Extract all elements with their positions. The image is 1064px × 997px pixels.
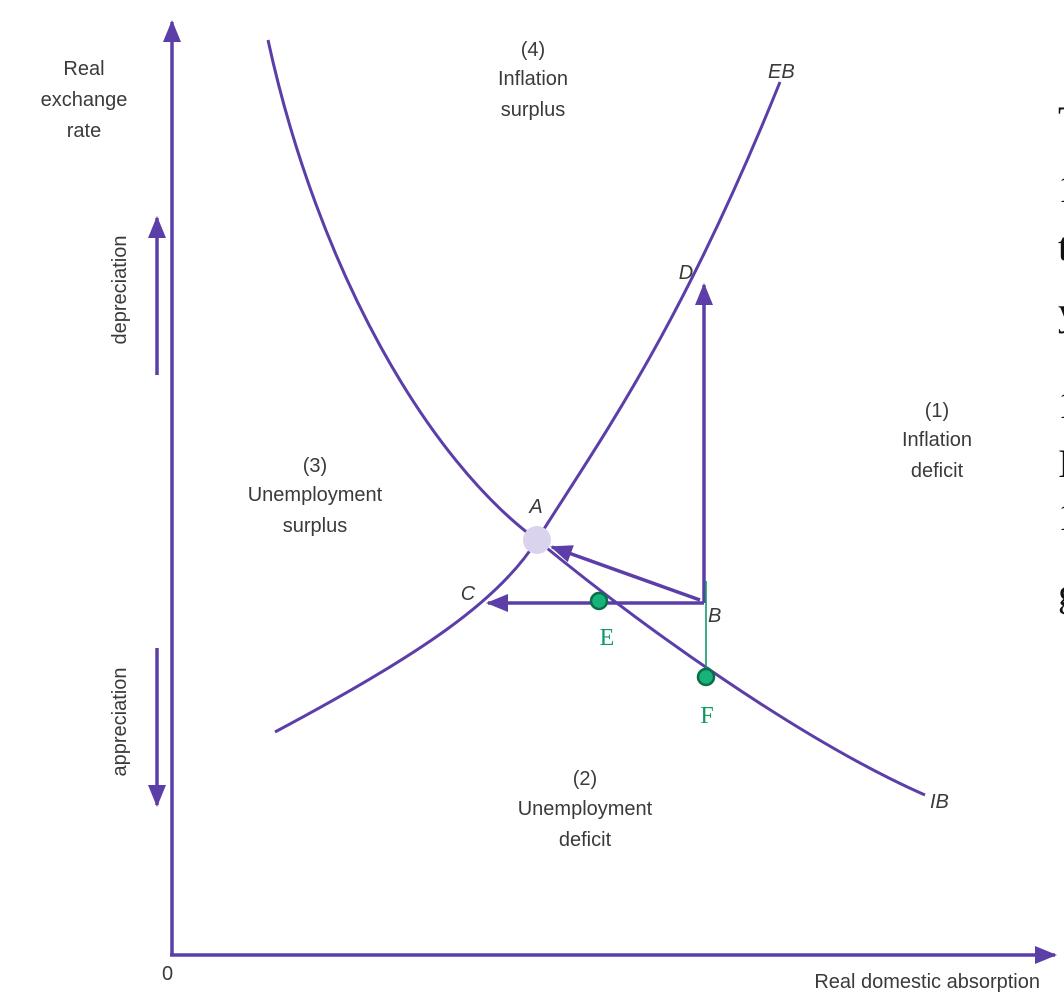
point-f-label: F [700, 703, 713, 729]
y-axis-label-line3: rate [67, 120, 101, 142]
region-2-number: (2) [573, 768, 597, 790]
arrow-b-to-a [550, 545, 701, 602]
region-1-number: (1) [925, 400, 949, 422]
edge-fragment-6: I [1058, 441, 1064, 486]
region-2-line1: Unemployment [518, 798, 653, 820]
x-axis-label: Real domestic absorption [814, 971, 1040, 993]
region-1-line1: Inflation [902, 429, 972, 451]
region-3-line1: Unemployment [248, 484, 383, 506]
y-axis-label-line1: Real [63, 58, 104, 80]
appreciation-label: appreciation [109, 668, 131, 777]
edge-fragment-8: g [1058, 570, 1064, 615]
point-a-label: A [528, 496, 542, 518]
eb-curve [274, 81, 782, 734]
region-4-number: (4) [521, 39, 545, 61]
edge-fragment-7: 1 [1058, 494, 1064, 539]
edge-fragment-5: 1 [1058, 382, 1064, 427]
edge-fragment-1: T [1058, 98, 1064, 143]
edge-fragment-4: y [1058, 289, 1064, 334]
ib-label: IB [930, 791, 949, 813]
region-4-line1: Inflation [498, 68, 568, 90]
region-3-line2: surplus [283, 515, 347, 537]
point-e-label: E [600, 625, 615, 651]
region-2-line2: deficit [559, 829, 612, 851]
eb-label: EB [768, 61, 795, 83]
origin-label: 0 [162, 963, 173, 985]
point-f-dot [696, 667, 716, 687]
edge-fragment-2: 1 [1058, 166, 1064, 211]
depreciation-label: depreciation [109, 236, 131, 345]
point-b-label: B [708, 605, 721, 627]
edge-fragment-3: t [1058, 224, 1064, 269]
point-d-label: D [679, 262, 693, 284]
region-4-line2: surplus [501, 99, 565, 121]
region-1-line2: deficit [911, 460, 964, 482]
y-axis-label-line2: exchange [41, 89, 128, 111]
point-e-dot [589, 591, 609, 611]
region-3-number: (3) [303, 455, 327, 477]
point-c-label: C [461, 583, 476, 605]
equilibrium-point-a [523, 526, 551, 554]
